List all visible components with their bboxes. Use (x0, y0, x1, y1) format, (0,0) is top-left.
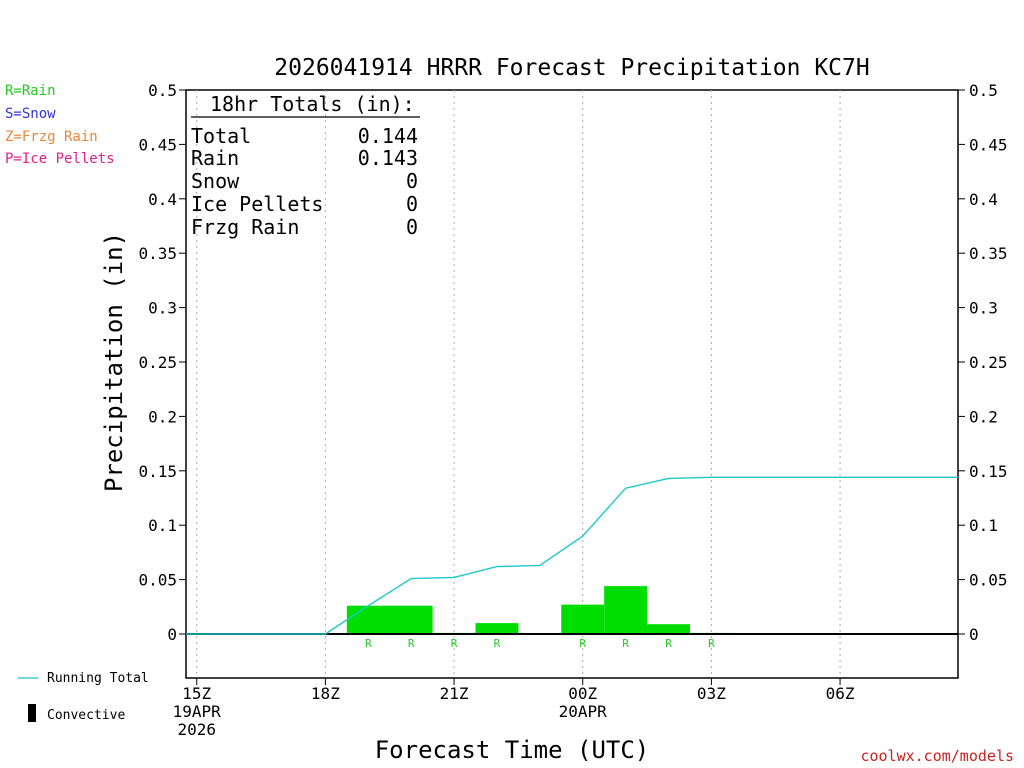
precip-bar (647, 624, 690, 634)
y-axis-title: Precipitation (in) (100, 232, 128, 492)
x-tick-label: 03Z (697, 684, 726, 703)
legend-snow: S=Snow (5, 106, 56, 122)
y-tick-label-left: 0.5 (148, 81, 177, 100)
precip-type-marker: R (365, 637, 372, 650)
totals-value-snow: 0 (406, 169, 418, 193)
x-tick-label: 00Z (568, 684, 597, 703)
y-tick-label-left: 0 (167, 625, 177, 644)
legend-frzg-rain: Z=Frzg Rain (5, 129, 98, 145)
y-tick-label-left: 0.05 (138, 571, 177, 590)
running-total-legend-label: Running Total (47, 671, 149, 686)
totals-label-snow: Snow (191, 169, 240, 193)
y-tick-label-right: 0.1 (969, 516, 998, 535)
totals-value-frzg-rain: 0 (406, 215, 418, 239)
site-credit: coolwx.com/models (860, 747, 1014, 765)
precip-type-marker: R (408, 637, 415, 650)
precip-type-marker: R (708, 637, 715, 650)
convective-legend-swatch (28, 704, 36, 722)
y-tick-label-left: 0.45 (138, 135, 177, 154)
x-tick-label: 19APR (173, 702, 222, 721)
y-tick-label-right: 0.5 (969, 81, 998, 100)
precip-type-marker: R (451, 637, 458, 650)
totals-heading: 18hr Totals (in): (210, 92, 415, 116)
precip-bar (346, 605, 433, 634)
totals-label-total: Total (191, 124, 251, 148)
x-tick-label: 15Z (182, 684, 211, 703)
precip-bar (604, 586, 648, 634)
totals-value-total: 0.144 (358, 124, 418, 148)
totals-label-rain: Rain (191, 146, 239, 170)
y-tick-label-left: 0.4 (148, 190, 177, 209)
legend-rain: R=Rain (5, 83, 56, 99)
y-tick-label-right: 0.25 (969, 353, 1008, 372)
totals-label-ice-pellets: Ice Pellets (191, 192, 323, 216)
chart-title: 2026041914 HRRR Forecast Precipitation K… (274, 55, 869, 81)
y-tick-label-left: 0.25 (138, 353, 177, 372)
totals-value-rain: 0.143 (358, 146, 418, 170)
y-tick-label-left: 0.2 (148, 407, 177, 426)
y-tick-label-left: 0.3 (148, 299, 177, 318)
precip-bar (561, 604, 605, 634)
x-tick-label: 06Z (826, 684, 855, 703)
x-tick-label: 2026 (177, 720, 216, 739)
y-axis-ticks: 0 00.05 0.050.1 0.10.15 0.150.2 0.20.25 0.250.… (138, 81, 1007, 644)
precip-bar (475, 623, 519, 634)
y-tick-label-right: 0.15 (969, 462, 1008, 481)
y-tick-label-right: 0.45 (969, 135, 1008, 154)
x-tick-label: 20APR (559, 702, 608, 721)
y-tick-label-right: 0.05 (969, 571, 1008, 590)
precip-type-marker: R (665, 637, 672, 650)
y-tick-label-right: 0.4 (969, 190, 998, 209)
y-tick-label-right: 0 (969, 625, 979, 644)
precip-type-marker: R (622, 637, 629, 650)
y-tick-label-left: 0.35 (138, 244, 177, 263)
precip-type-marker: R (494, 637, 501, 650)
y-tick-label-left: 0.15 (138, 462, 177, 481)
x-tick-label: 21Z (440, 684, 469, 703)
grid-lines (196, 90, 841, 678)
totals-label-frzg-rain: Frzg Rain (191, 215, 299, 239)
totals-value-ice-pellets: 0 (406, 192, 418, 216)
plot-frame (185, 89, 959, 679)
y-tick-label-right: 0.3 (969, 299, 998, 318)
precip-type-marker: R (579, 637, 586, 650)
y-tick-label-right: 0.35 (969, 244, 1008, 263)
running-total-polyline (186, 476, 958, 635)
x-tick-label: 18Z (311, 684, 340, 703)
legend-ice-pellets: P=Ice Pellets (5, 151, 115, 167)
running-total-line (186, 476, 958, 635)
y-tick-label-left: 0.1 (148, 516, 177, 535)
x-axis-title: Forecast Time (UTC) (375, 736, 650, 764)
y-tick-label-right: 0.2 (969, 407, 998, 426)
precip-bars (346, 586, 733, 634)
totals-box: 18hr Totals (in): Total 0.144 Rain 0.143… (191, 92, 420, 239)
convective-legend-label: Convective (47, 708, 125, 723)
